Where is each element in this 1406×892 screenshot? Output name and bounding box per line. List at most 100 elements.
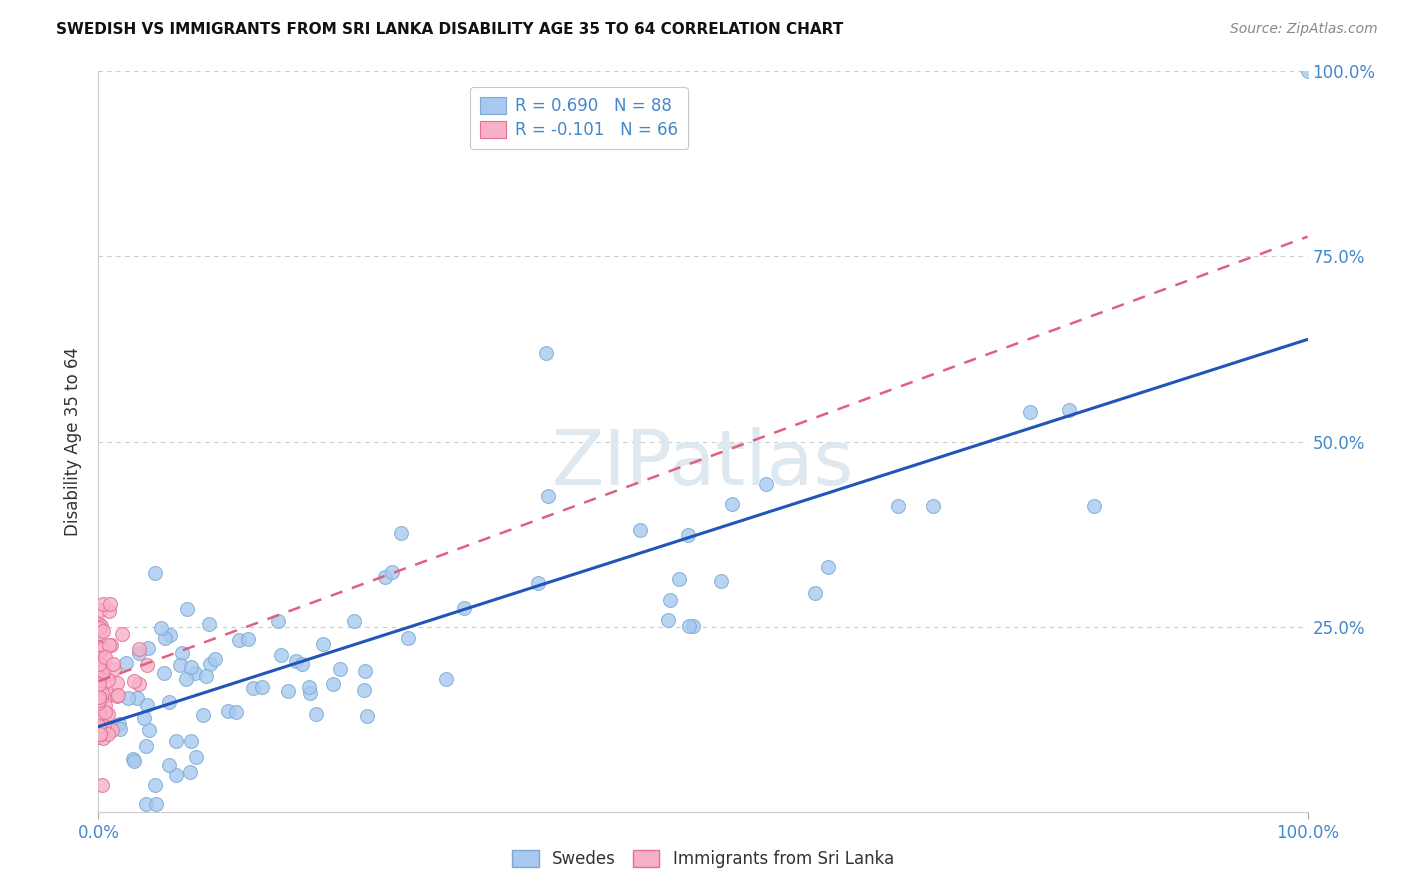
Point — [96, 673, 118, 688]
Point — [886, 500, 908, 514]
Point — [179, 764, 201, 779]
Point — [89, 641, 111, 656]
Point — [122, 752, 145, 766]
Point — [91, 686, 114, 700]
Point — [91, 597, 114, 611]
Point — [527, 576, 550, 591]
Point — [94, 698, 117, 712]
Point — [87, 731, 110, 745]
Point — [436, 672, 458, 686]
Point — [298, 681, 321, 695]
Point — [87, 708, 110, 723]
Point — [103, 657, 125, 672]
Point — [90, 642, 112, 657]
Point — [155, 631, 177, 645]
Point — [198, 657, 221, 671]
Point — [89, 671, 111, 685]
Point — [122, 754, 145, 768]
Legend: R = 0.690   N = 88, R = -0.101   N = 66: R = 0.690 N = 88, R = -0.101 N = 66 — [470, 87, 688, 149]
Point — [94, 650, 117, 665]
Point — [1019, 405, 1042, 419]
Point — [922, 499, 945, 513]
Point — [87, 690, 110, 705]
Point — [170, 646, 193, 660]
Point — [710, 574, 733, 589]
Text: SWEDISH VS IMMIGRANTS FROM SRI LANKA DISABILITY AGE 35 TO 64 CORRELATION CHART: SWEDISH VS IMMIGRANTS FROM SRI LANKA DIS… — [56, 22, 844, 37]
Point — [87, 617, 110, 632]
Point — [105, 689, 128, 703]
Point — [100, 638, 122, 652]
Point — [143, 779, 166, 793]
Point — [136, 657, 159, 672]
Point — [91, 731, 114, 746]
Point — [135, 797, 157, 812]
Point — [89, 681, 111, 695]
Point — [180, 659, 202, 673]
Point — [97, 638, 120, 652]
Point — [198, 616, 221, 631]
Point — [87, 651, 110, 665]
Point — [453, 601, 475, 615]
Point — [668, 572, 690, 586]
Point — [354, 664, 377, 678]
Point — [228, 632, 250, 647]
Point — [678, 527, 700, 541]
Point — [107, 676, 129, 690]
Point — [267, 615, 290, 629]
Point — [204, 652, 226, 666]
Point — [89, 643, 111, 657]
Point — [152, 665, 174, 680]
Point — [136, 698, 159, 712]
Point — [754, 476, 776, 491]
Point — [87, 692, 110, 706]
Point — [128, 642, 150, 657]
Y-axis label: Disability Age 35 to 64: Disability Age 35 to 64 — [65, 347, 83, 536]
Point — [138, 723, 160, 737]
Point — [107, 716, 129, 731]
Point — [298, 686, 321, 700]
Point — [93, 705, 115, 719]
Point — [1057, 403, 1080, 417]
Point — [157, 695, 180, 709]
Point — [174, 672, 197, 686]
Point — [184, 750, 207, 764]
Point — [165, 734, 187, 748]
Point — [93, 719, 115, 733]
Point — [98, 597, 121, 611]
Point — [93, 624, 115, 639]
Point — [125, 690, 148, 705]
Point — [91, 778, 114, 792]
Point — [183, 666, 205, 681]
Point — [89, 701, 111, 715]
Point — [284, 654, 307, 668]
Point — [87, 671, 110, 685]
Point — [628, 523, 651, 537]
Point — [1083, 500, 1105, 514]
Point — [658, 593, 681, 607]
Point — [134, 711, 156, 725]
Point — [89, 727, 111, 741]
Point — [108, 722, 131, 736]
Point — [343, 614, 366, 628]
Point — [389, 525, 412, 540]
Point — [128, 646, 150, 660]
Point — [89, 658, 111, 673]
Point — [305, 706, 328, 721]
Point — [143, 566, 166, 580]
Point — [804, 586, 827, 600]
Point — [159, 628, 181, 642]
Point — [136, 641, 159, 656]
Point — [87, 719, 110, 733]
Point — [89, 640, 111, 655]
Point — [93, 720, 115, 734]
Point — [87, 677, 110, 691]
Point — [720, 497, 742, 511]
Point — [135, 739, 157, 753]
Text: ZIPatlas: ZIPatlas — [551, 426, 855, 500]
Point — [89, 603, 111, 617]
Point — [381, 566, 404, 580]
Point — [195, 669, 218, 683]
Point — [87, 698, 110, 712]
Point — [657, 613, 679, 627]
Point — [87, 706, 110, 721]
